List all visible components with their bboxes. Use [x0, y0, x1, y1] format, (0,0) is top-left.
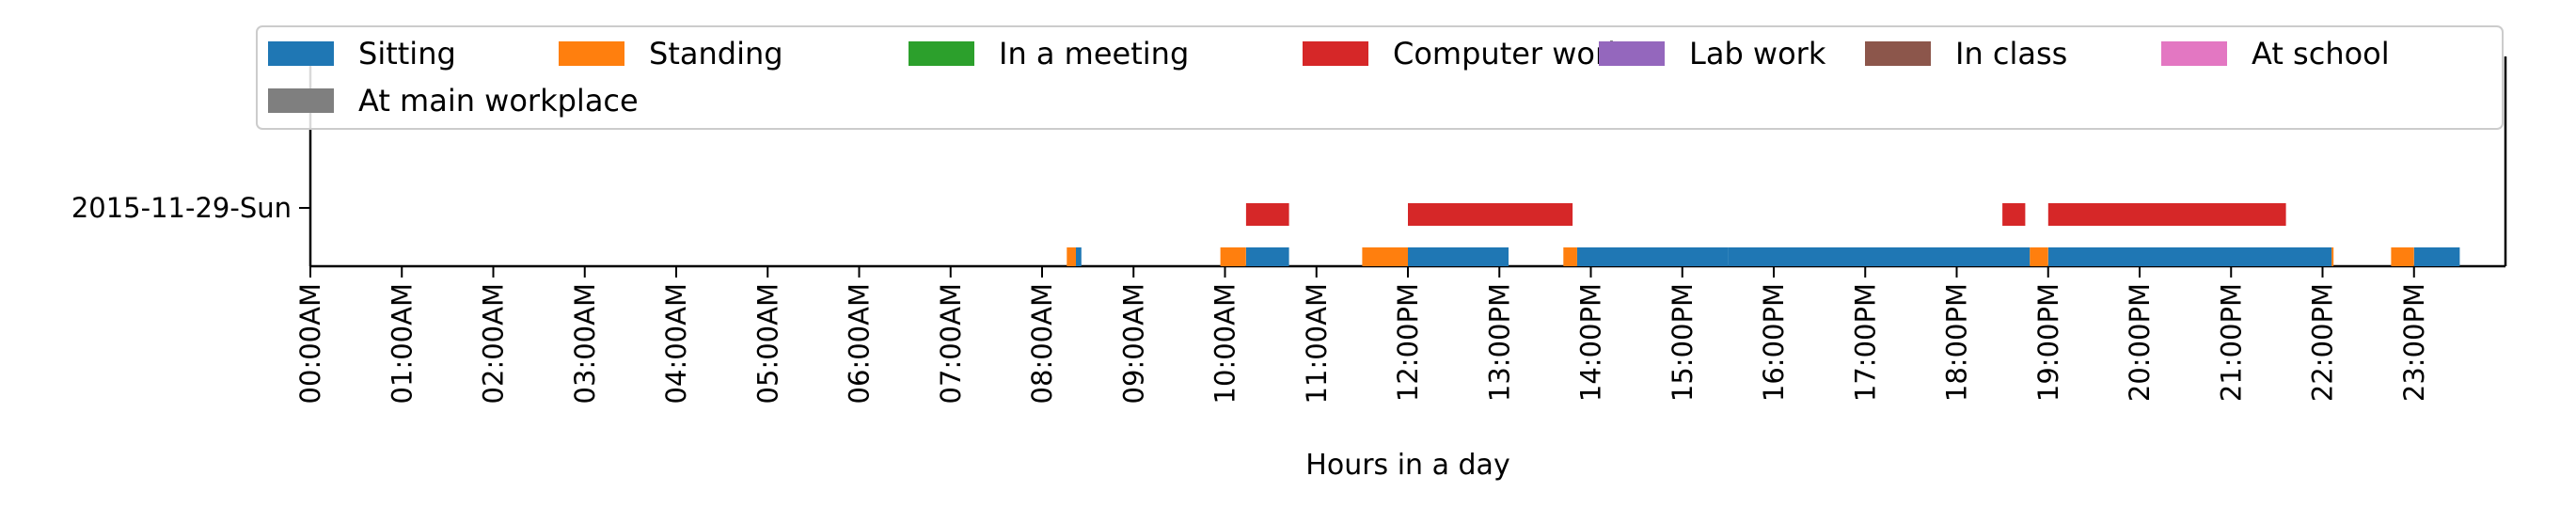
x-axis-title: Hours in a day: [1305, 449, 1509, 482]
x-tick-label: 09:00AM: [1117, 283, 1149, 404]
x-tick-label: 04:00AM: [660, 283, 692, 404]
x-tick-label: 16:00PM: [1758, 283, 1790, 402]
bar-sitting-3: [1408, 247, 1509, 266]
legend-swatch-at-school: [2161, 41, 2227, 66]
bar-computer-work-4: [2047, 203, 2286, 226]
bar-sitting-2: [1245, 247, 1289, 266]
legend-swatch-sitting: [268, 41, 334, 66]
x-tick-label: 20:00PM: [2124, 283, 2156, 402]
bar-sitting-4: [1576, 247, 1729, 266]
legend-label: Lab work: [1689, 36, 1826, 71]
bar-standing-1: [1067, 247, 1076, 266]
x-tick-label: 23:00PM: [2398, 283, 2430, 402]
x-tick-label: 08:00AM: [1026, 283, 1058, 404]
x-tick-label: 17:00PM: [1849, 283, 1881, 402]
x-tick-label: 05:00AM: [751, 283, 783, 404]
legend-label: Computer work: [1393, 36, 1625, 71]
bar-standing-3: [1362, 247, 1408, 266]
bar-computer-work-1: [1245, 203, 1289, 226]
legend-swatch-computer-work: [1303, 41, 1368, 66]
legend: Sitting Standing In a meeting Computer work…: [256, 25, 2504, 130]
legend-label: In a meeting: [999, 36, 1189, 71]
bar-computer-work-2: [1408, 203, 1573, 226]
x-tick-label: 18:00PM: [1941, 283, 1973, 402]
legend-frame: [256, 25, 2504, 130]
x-tick-label: 01:00AM: [386, 283, 418, 404]
bar-standing-6: [2331, 247, 2334, 266]
y-axis-ticks: 2015-11-29-Sun: [71, 192, 310, 224]
bar-sitting-1: [1076, 247, 1082, 266]
x-tick-label: 19:00PM: [2032, 283, 2064, 402]
legend-label: Sitting: [358, 36, 456, 71]
x-tick-label: 11:00AM: [1301, 283, 1333, 404]
bar-standing-7: [2391, 247, 2414, 266]
bar-standing-5: [2030, 247, 2048, 266]
legend-swatch-standing: [559, 41, 624, 66]
x-tick-label: 13:00PM: [1483, 283, 1515, 402]
legend-swatch-in-a-meeting: [909, 41, 974, 66]
x-tick-label: 10:00AM: [1209, 283, 1241, 404]
bar-sitting-5: [1728, 247, 2031, 266]
legend-label: At school: [2252, 36, 2390, 71]
bar-sitting-6: [2047, 247, 2332, 266]
x-tick-label: 21:00PM: [2215, 283, 2247, 402]
bars-layer: [1067, 203, 2460, 266]
x-tick-label: 06:00AM: [844, 283, 876, 404]
x-tick-label: 14:00PM: [1575, 283, 1607, 402]
x-tick-label: 12:00PM: [1392, 283, 1424, 402]
x-tick-label: 02:00AM: [478, 283, 510, 404]
x-tick-label: 00:00AM: [294, 283, 326, 404]
bar-standing-2: [1220, 247, 1246, 266]
legend-swatch-lab-work: [1599, 41, 1665, 66]
x-tick-label: 03:00AM: [569, 283, 601, 404]
y-tick-label: 2015-11-29-Sun: [71, 192, 292, 224]
legend-swatch-at-main-workplace: [268, 88, 334, 113]
x-axis-ticks: 00:00AM 01:00AM 02:00AM 03:00AM 04:00AM 05:00…: [294, 266, 2430, 404]
legend-label: Standing: [649, 36, 783, 71]
bar-computer-work-3: [2002, 203, 2026, 226]
x-tick-label: 15:00PM: [1667, 283, 1699, 402]
legend-label: In class: [1955, 36, 2067, 71]
bar-sitting-7: [2413, 247, 2460, 266]
legend-swatch-in-class: [1865, 41, 1931, 66]
bar-standing-4: [1563, 247, 1577, 266]
x-tick-label: 07:00AM: [935, 283, 967, 404]
x-tick-label: 22:00PM: [2307, 283, 2339, 402]
legend-label: At main workplace: [358, 83, 639, 119]
